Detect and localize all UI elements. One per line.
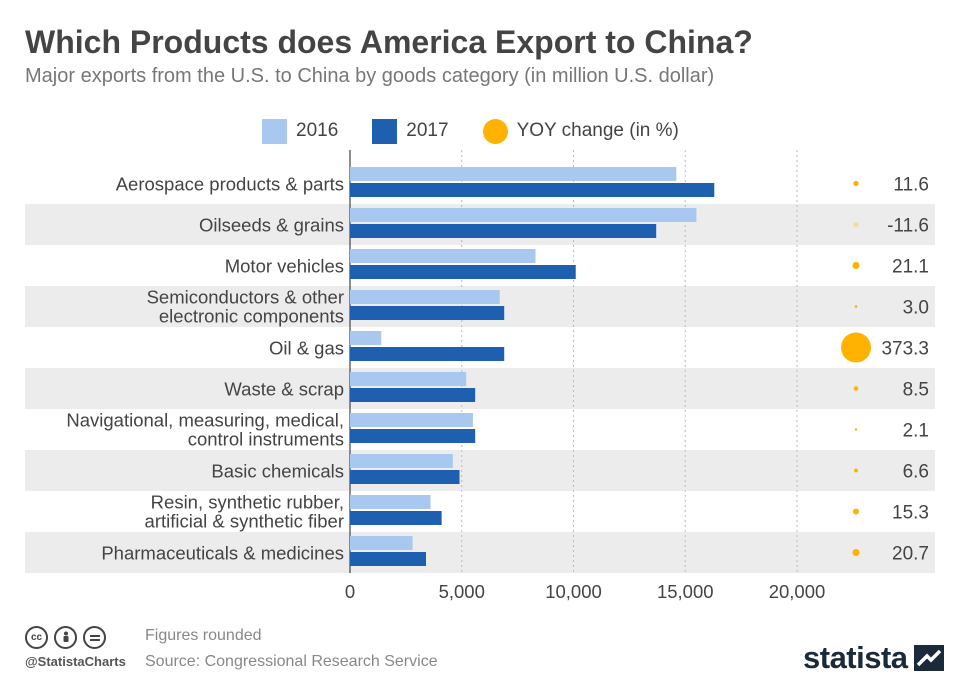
yoy-label: -11.6 [887, 216, 929, 237]
legend-item-yoy: YOY change (in %) [482, 118, 679, 144]
legend-swatch-2016 [262, 118, 287, 144]
yoy-label: 11.6 [893, 175, 929, 196]
bar-2016 [350, 413, 473, 427]
bar-2017 [350, 224, 657, 238]
legend-label-2017: 2017 [406, 120, 449, 141]
yoy-bubble [841, 332, 871, 363]
bar-2016 [350, 249, 536, 263]
legend-item-2016: 2016 [262, 118, 339, 144]
yoy-label: 20.7 [892, 544, 929, 565]
footer-note: Figures rounded [145, 627, 262, 644]
row-band [25, 450, 935, 491]
chart-subtitle: Major exports from the U.S. to China by … [25, 65, 715, 87]
bar-2016 [350, 167, 677, 181]
bar-2016 [350, 372, 467, 386]
bar-2016 [350, 290, 500, 304]
statista-logo: statista [803, 640, 944, 676]
yoy-bubble [854, 305, 858, 308]
bar-2017 [350, 511, 442, 525]
yoy-bubble [852, 508, 860, 515]
category-label: Motor vehicles [225, 256, 344, 277]
bar-2017 [350, 306, 505, 320]
bar-2016 [350, 331, 382, 345]
row-band [25, 532, 935, 573]
category-label: Oilseeds & grains [199, 215, 344, 236]
bar-2016 [350, 454, 453, 468]
yoy-label: 8.5 [903, 380, 929, 401]
category-label: Navigational, measuring, medical, [66, 410, 344, 431]
legend: 2016 2017 YOY change (in %) [262, 118, 713, 144]
bar-2016 [350, 495, 431, 509]
yoy-label: 2.1 [903, 421, 929, 442]
statista-logo-text: statista [803, 640, 908, 675]
bar-chart: Aerospace products & parts 11.6 Oilseeds &… [25, 150, 935, 602]
yoy-label: 6.6 [903, 462, 929, 483]
bar-2017 [350, 347, 505, 361]
category-label: Aerospace products & parts [116, 174, 344, 195]
bar-2017 [350, 265, 576, 279]
x-tick-label: 15,000 [657, 581, 714, 602]
category-label: Basic chemicals [211, 461, 344, 482]
category-label: electronic components [159, 306, 344, 327]
bar-2017 [350, 552, 426, 566]
legend-label-yoy: YOY change (in %) [516, 120, 679, 141]
legend-swatch-2017 [372, 118, 398, 144]
x-tick-label: 5,000 [439, 581, 485, 602]
attribution-icon [54, 626, 77, 649]
row-band [25, 368, 935, 409]
category-label: Waste & scrap [224, 379, 344, 400]
legend-label-2016: 2016 [296, 120, 339, 141]
legend-dot-yoy [482, 118, 508, 144]
bar-2017 [350, 429, 476, 443]
yoy-label: 3.0 [903, 298, 929, 319]
bar-2017 [350, 470, 460, 484]
bar-2017 [350, 388, 476, 402]
creative-commons-icon: cc [25, 626, 48, 649]
yoy-bubble [852, 548, 860, 557]
license-icons: cc [25, 626, 112, 649]
yoy-bubble [854, 468, 858, 473]
category-label: Oil & gas [269, 338, 344, 359]
yoy-bubble [853, 386, 859, 391]
statista-logo-icon [913, 645, 944, 671]
bar-2017 [350, 183, 715, 197]
yoy-bubble [853, 180, 859, 187]
yoy-label: 21.1 [892, 257, 929, 278]
x-tick-label: 0 [345, 581, 355, 602]
bar-2016 [350, 536, 413, 550]
category-label: control instruments [188, 429, 344, 450]
yoy-label: 15.3 [892, 503, 929, 524]
yoy-label: 373.3 [881, 339, 929, 360]
category-label: Semiconductors & other [147, 287, 344, 308]
legend-item-2017: 2017 [372, 118, 449, 144]
bar-2016 [350, 208, 697, 222]
yoy-bubble [854, 428, 858, 431]
category-label: Pharmaceuticals & medicines [101, 543, 344, 564]
footer: cc @StatistaCharts Figures rounded Sourc… [0, 620, 960, 684]
source-text: Source: Congressional Research Service [145, 653, 438, 670]
yoy-bubble [853, 221, 859, 228]
x-tick-label: 20,000 [769, 581, 826, 602]
category-label: Resin, synthetic rubber, [151, 492, 344, 513]
no-derivatives-icon [83, 626, 106, 649]
x-tick-label: 10,000 [545, 581, 602, 602]
yoy-bubble [852, 261, 860, 270]
category-label: artificial & synthetic fiber [145, 511, 344, 532]
chart-title: Which Products does America Export to Ch… [25, 24, 753, 60]
social-handle: @StatistaCharts [25, 654, 126, 669]
